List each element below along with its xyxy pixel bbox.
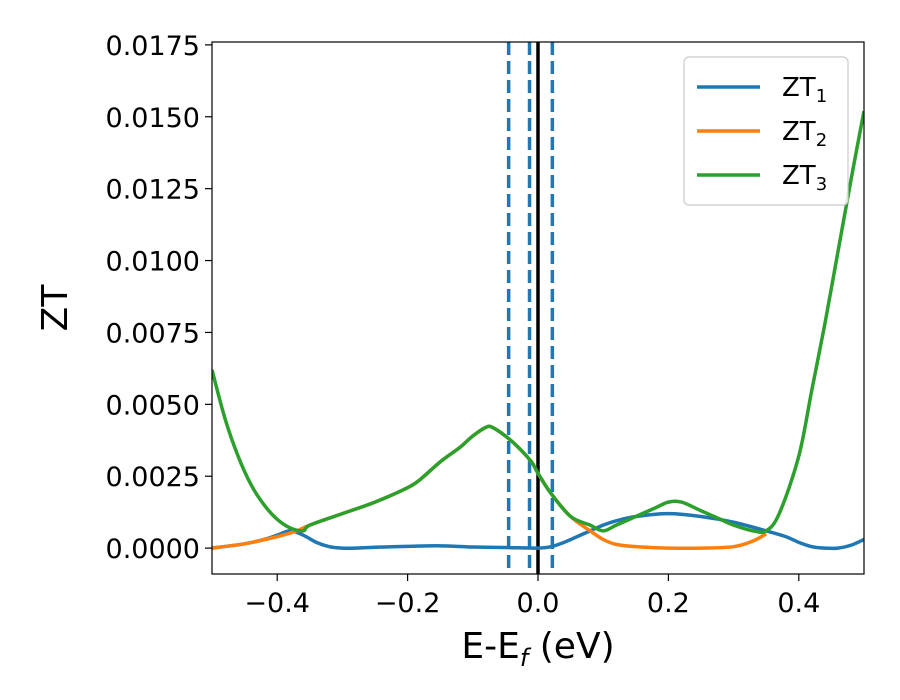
x-axis-label-main: E-E <box>461 626 519 667</box>
legend-box <box>683 56 849 206</box>
legend: ZT1 ZT2 ZT3 <box>683 56 849 206</box>
legend-label-zt2-subscript: 2 <box>816 130 827 151</box>
x-tick-label: −0.4 <box>244 588 310 619</box>
series-lines <box>212 110 864 551</box>
y-tick-label: 0.0075 <box>106 318 200 349</box>
legend-label-zt2-main: ZT <box>782 117 816 147</box>
x-tick-label: 0.2 <box>647 588 690 619</box>
x-tick-label: −0.2 <box>375 588 441 619</box>
y-tick-label: 0.0175 <box>106 31 200 62</box>
legend-entry-zt2: ZT2 <box>697 117 827 151</box>
legend-label-zt3-subscript: 3 <box>816 174 827 195</box>
y-axis-label: ZT <box>35 284 76 332</box>
legend-entry-zt1: ZT1 <box>697 73 827 107</box>
legend-label-zt3-main: ZT <box>782 161 816 191</box>
legend-label-zt3: ZT3 <box>782 161 827 195</box>
series-line-zt1 <box>212 511 864 551</box>
x-axis-ticks: −0.4 −0.2 0.0 0.2 0.4 <box>244 574 820 619</box>
legend-label-zt1: ZT1 <box>782 73 827 107</box>
y-tick-label: 0.0100 <box>106 247 200 278</box>
legend-entry-zt3: ZT3 <box>697 161 827 195</box>
y-tick-label: 0.0150 <box>106 103 200 134</box>
vertical-reference-lines <box>506 42 555 574</box>
x-tick-label: 0.0 <box>517 588 560 619</box>
x-axis-label: E-Ef (eV) <box>461 626 614 672</box>
y-tick-label: 0.0025 <box>106 462 200 493</box>
y-tick-label: 0.0000 <box>106 534 200 565</box>
series-line-zt3 <box>212 110 864 535</box>
legend-label-zt2: ZT2 <box>782 117 827 151</box>
x-axis-label-unit: (eV) <box>528 626 614 667</box>
y-tick-label: 0.0050 <box>106 390 200 421</box>
y-tick-label: 0.0125 <box>106 175 200 206</box>
x-tick-label: 0.4 <box>777 588 820 619</box>
legend-label-zt1-main: ZT <box>782 73 816 103</box>
legend-label-zt1-subscript: 1 <box>816 86 827 107</box>
y-axis-ticks: 0.0000 0.0025 0.0050 0.0075 0.0100 0.0125 0.01… <box>106 31 212 565</box>
